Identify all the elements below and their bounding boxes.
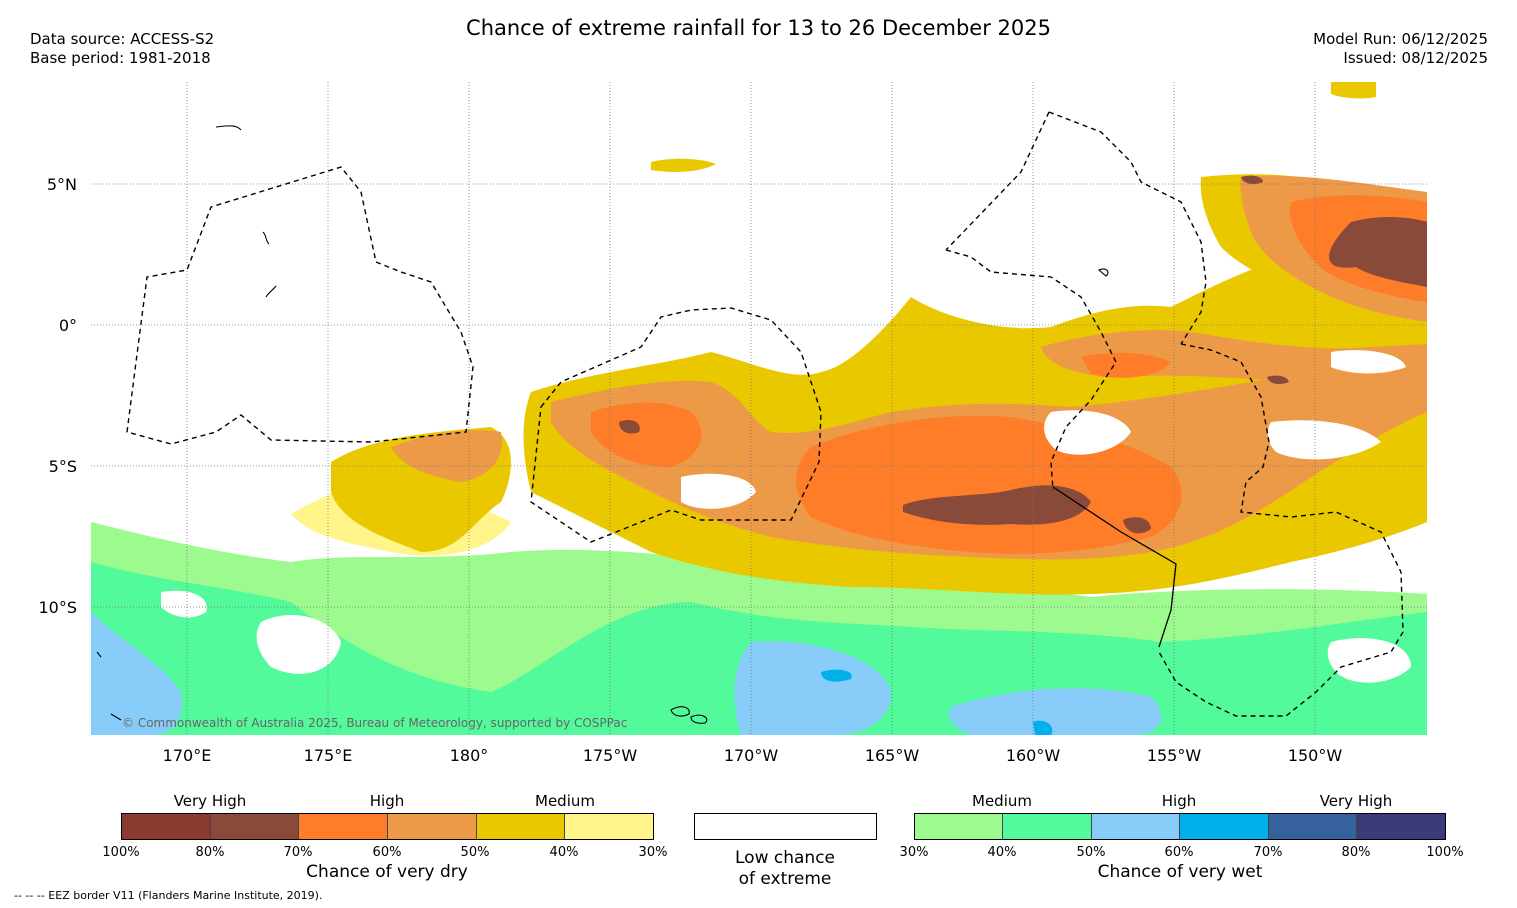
wet-cat-medium: Medium [972,792,1032,810]
island-outlines [96,125,1109,724]
data-source-text: Data source: ACCESS-S2 [30,30,215,48]
eez-solid-border [1052,486,1177,648]
wet-swatch-1 [915,814,1003,839]
dry-veryhigh-spot-east [1267,375,1289,385]
low-chance-pocket [256,614,341,674]
wet-tick-40: 40% [987,845,1017,860]
dry-veryhigh-spot-central [1123,517,1151,534]
dry-tick-40: 40% [549,845,579,860]
map-svg [91,82,1427,735]
wet-very-high-spot-2 [1033,720,1053,735]
wet-tick-60: 60% [1164,845,1194,860]
eez-tokelau [530,307,822,543]
header-right-info: Model Run: 06/12/2025 Issued: 08/12/2025 [1313,30,1488,68]
low-chance-pocket-3 [161,590,207,618]
low-chance-pocket-dry-1 [681,473,756,509]
wet-legend-caption: Chance of very wet [1097,862,1263,882]
wet-high-region [734,641,891,735]
dry-tick-50: 50% [460,845,490,860]
low-chance-pocket-dry-2 [1044,410,1131,455]
lat-label-10s: 10°S [38,598,77,617]
dry-tick-30: 30% [638,845,668,860]
dry-swatch-6 [565,814,653,839]
copyright-text: © Commonwealth of Australia 2025, Bureau… [122,716,628,730]
low-chance-caption-1: Low chance [735,848,835,868]
lon-label-170e: 170°E [162,746,212,765]
eez-line-islands [945,111,1207,491]
header-left-info: Data source: ACCESS-S2 Base period: 1981… [30,30,214,68]
wet-legend-bar [914,813,1446,840]
low-chance-caption-2: of extreme [738,869,832,889]
wet-cat-very-high: Very High [1319,792,1393,810]
dry-swatch-5 [477,814,565,839]
dry-veryhigh-spot-west [619,420,640,434]
wet-swatch-3 [1092,814,1180,839]
wet-tick-50: 50% [1076,845,1106,860]
dry-moderate-region-west [391,430,502,482]
dry-cat-very-high: Very High [173,792,247,810]
wet-tick-100: 100% [1426,845,1464,860]
lon-label-175e: 175°E [303,746,353,765]
eez-borders [126,111,1404,717]
rainfall-map[interactable]: © Commonwealth of Australia 2025, Bureau… [91,82,1427,735]
wet-high-region-east [949,688,1162,735]
wet-high-region-west [91,612,182,735]
dry-veryhigh-spot-north [1241,175,1263,185]
dry-cat-medium: Medium [535,792,595,810]
wet-tick-70: 70% [1253,845,1283,860]
eez-kiribati-gilberts [126,166,474,445]
dry-veryhigh-region-central [903,485,1091,525]
dry-veryhigh-region-north [1329,217,1427,287]
dry-medium-region-topright [1331,82,1376,99]
dry-tick-60: 60% [372,845,402,860]
wet-swatch-6 [1357,814,1445,839]
dry-swatch-2 [211,814,299,839]
lon-label-180: 180° [449,746,489,765]
eez-cook-islands [1158,343,1404,717]
wet-region-layer [91,522,1427,735]
lon-label-170w: 170°W [723,746,779,765]
dry-region-layer [291,82,1427,595]
lon-label-150w: 150°W [1287,746,1343,765]
dry-tick-100: 100% [102,845,140,860]
lon-label-155w: 155°W [1146,746,1202,765]
dry-tick-80: 80% [195,845,225,860]
low-chance-pocket-2 [1327,638,1411,683]
dry-swatch-4 [388,814,477,839]
dry-medium-region-top [651,158,716,172]
wet-swatch-4 [1180,814,1269,839]
dry-tick-70: 70% [283,845,313,860]
low-chance-pocket-dry-3 [1331,350,1406,374]
dry-high-region-west [591,402,702,467]
dry-high-spot-east [1081,352,1171,378]
lon-label-160w: 160°W [1005,746,1061,765]
wet-very-high-spot [821,669,852,682]
dry-cat-high: High [369,792,405,810]
wet-swatch-2 [1003,814,1092,839]
wet-tick-30: 30% [899,845,929,860]
grid-lines [91,82,1427,735]
base-period-text: Base period: 1981-2018 [30,49,211,67]
wet-tick-80: 80% [1341,845,1371,860]
lat-label-5n: 5°N [46,175,77,194]
model-run-text: Model Run: 06/12/2025 [1313,30,1488,48]
eez-footnote: -- -- -- EEZ border V11 (Flanders Marine… [14,889,323,902]
low-chance-swatch [694,813,877,840]
wet-cat-high: High [1161,792,1197,810]
page-title: Chance of extreme rainfall for 13 to 26 … [466,16,1051,40]
dry-swatch-3 [299,814,388,839]
dry-swatch-1 [122,814,211,839]
lat-label-5s: 5°S [48,457,77,476]
lon-label-175w: 175°W [582,746,638,765]
lat-label-0: 0° [58,316,77,335]
low-chance-pocket-dry-4 [1267,420,1381,460]
lon-label-165w: 165°W [864,746,920,765]
issued-text: Issued: 08/12/2025 [1343,49,1488,67]
dry-legend-caption: Chance of very dry [306,862,468,882]
dry-legend-bar [121,813,654,840]
wet-swatch-5 [1269,814,1357,839]
